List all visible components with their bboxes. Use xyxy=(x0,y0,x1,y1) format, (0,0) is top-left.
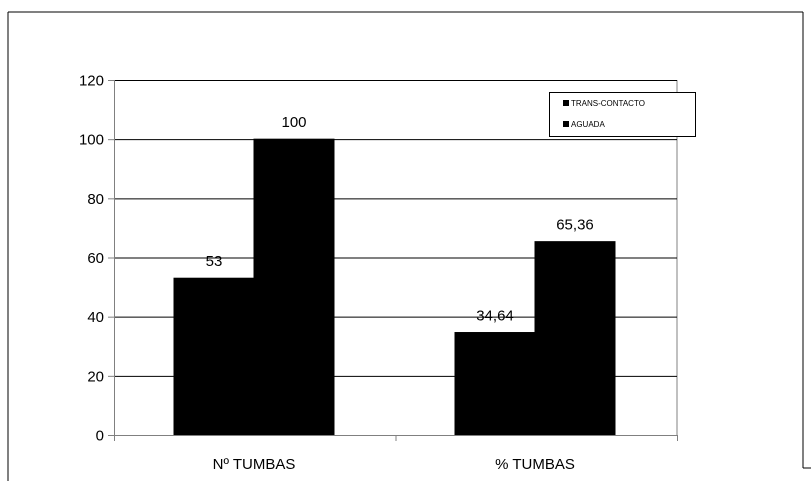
bar-aguada-1 xyxy=(534,241,616,436)
legend-swatch-1 xyxy=(563,121,569,127)
legend-label-0: TRANS-CONTACTO xyxy=(571,99,645,108)
legend-label-1: AGUADA xyxy=(571,120,605,129)
data-label: 65,36 xyxy=(556,217,594,234)
x-tick-label-0: Nº TUMBAS xyxy=(213,456,296,473)
y-tick-label-40: 40 xyxy=(87,309,104,326)
bar-trans-contacto-0 xyxy=(173,277,255,436)
data-labels: 53 100 34,64 65,36 xyxy=(206,114,594,324)
y-tick-label-80: 80 xyxy=(87,191,104,208)
y-tick-label-120: 120 xyxy=(79,73,104,90)
y-tick-label-20: 20 xyxy=(87,368,104,385)
chart-border xyxy=(7,11,811,481)
data-label: 34,64 xyxy=(476,308,514,325)
y-tick-label-60: 60 xyxy=(87,250,104,267)
bar-aguada-0 xyxy=(253,138,335,436)
legend-swatch-0 xyxy=(563,100,569,106)
legend-box xyxy=(549,92,696,137)
legend: TRANS-CONTACTO AGUADA xyxy=(549,92,696,137)
data-label: 53 xyxy=(206,253,223,270)
y-tick-label-0: 0 xyxy=(96,428,104,445)
y-tick-label-100: 100 xyxy=(79,132,104,149)
bar-trans-contacto-1 xyxy=(454,332,536,436)
x-tick-label-1: % TUMBAS xyxy=(495,456,575,473)
bars xyxy=(173,138,616,436)
data-label: 100 xyxy=(281,114,306,131)
axes: 0 20 40 60 80 100 120 Nº TUMBAS % TUMBAS xyxy=(79,73,678,473)
